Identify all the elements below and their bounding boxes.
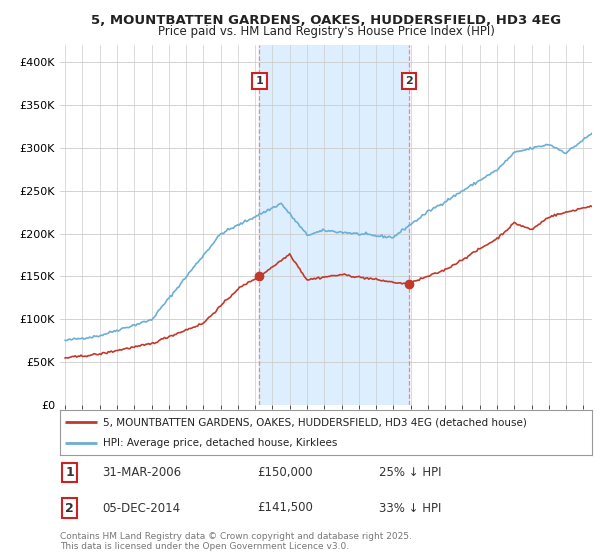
- Text: 31-MAR-2006: 31-MAR-2006: [103, 466, 182, 479]
- Text: 1: 1: [65, 466, 74, 479]
- Text: 33% ↓ HPI: 33% ↓ HPI: [379, 502, 442, 515]
- Text: 05-DEC-2014: 05-DEC-2014: [103, 502, 181, 515]
- Text: 25% ↓ HPI: 25% ↓ HPI: [379, 466, 442, 479]
- Text: 2: 2: [406, 76, 413, 86]
- Text: 2: 2: [65, 502, 74, 515]
- Text: 5, MOUNTBATTEN GARDENS, OAKES, HUDDERSFIELD, HD3 4EG: 5, MOUNTBATTEN GARDENS, OAKES, HUDDERSFI…: [91, 14, 561, 27]
- Bar: [259, 45, 409, 405]
- Text: Price paid vs. HM Land Registry's House Price Index (HPI): Price paid vs. HM Land Registry's House …: [158, 25, 494, 38]
- Text: 1: 1: [256, 76, 263, 86]
- Text: HPI: Average price, detached house, Kirklees: HPI: Average price, detached house, Kirk…: [103, 438, 337, 448]
- Text: Contains HM Land Registry data © Crown copyright and database right 2025.
This d: Contains HM Land Registry data © Crown c…: [60, 532, 412, 552]
- Text: £150,000: £150,000: [257, 466, 313, 479]
- Text: £141,500: £141,500: [257, 502, 313, 515]
- Text: 5, MOUNTBATTEN GARDENS, OAKES, HUDDERSFIELD, HD3 4EG (detached house): 5, MOUNTBATTEN GARDENS, OAKES, HUDDERSFI…: [103, 417, 526, 427]
